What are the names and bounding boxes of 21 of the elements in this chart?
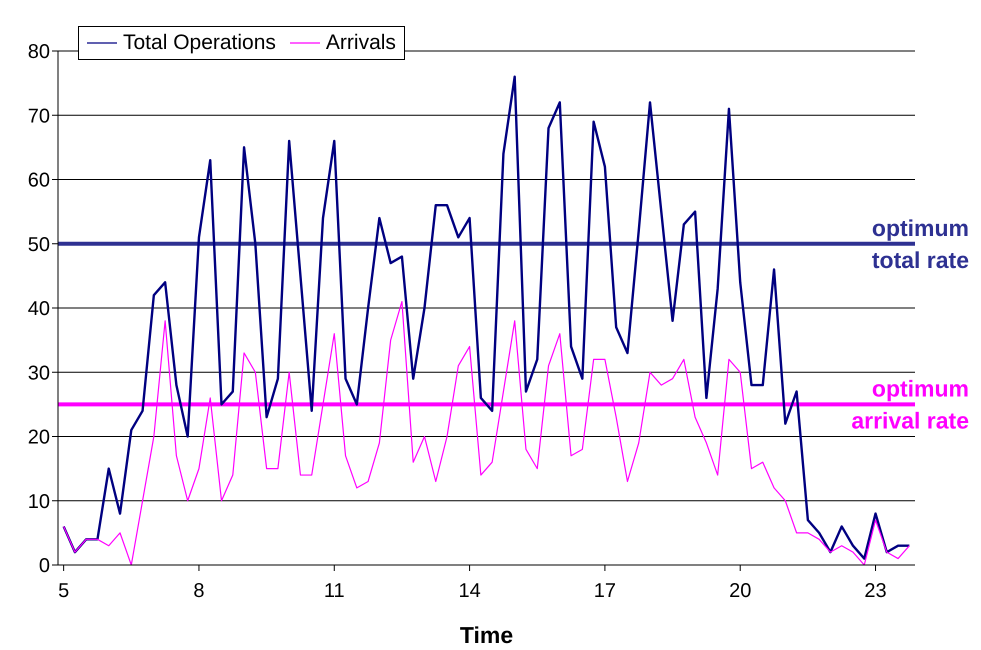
x-tick-label: 11 [324, 580, 345, 602]
legend-label: Arrivals [326, 31, 396, 55]
y-tick-label: 50 [28, 234, 50, 256]
x-axis-title: Time [460, 622, 514, 648]
legend-label: Total Operations [123, 31, 276, 55]
y-tick-label: 80 [28, 41, 50, 64]
ref-line-label: optimum arrival rate [851, 375, 969, 434]
y-tick-label: 30 [28, 362, 50, 384]
x-tick-label: 5 [58, 580, 70, 602]
y-tick-label: 60 [28, 170, 50, 192]
y-tick-label: 20 [28, 426, 50, 449]
x-tick-label: 20 [729, 580, 752, 602]
x-tick-label: 23 [864, 580, 887, 602]
x-tick-label: 8 [193, 580, 205, 602]
y-tick-label: 40 [28, 298, 50, 320]
y-tick-label: 70 [28, 105, 50, 128]
y-tick-label: 0 [38, 555, 50, 578]
ref-line-label: optimum total rate [872, 214, 969, 273]
y-tick-label: 10 [28, 490, 50, 513]
x-tick-label: 17 [594, 580, 616, 602]
x-tick-label: 14 [458, 580, 481, 602]
